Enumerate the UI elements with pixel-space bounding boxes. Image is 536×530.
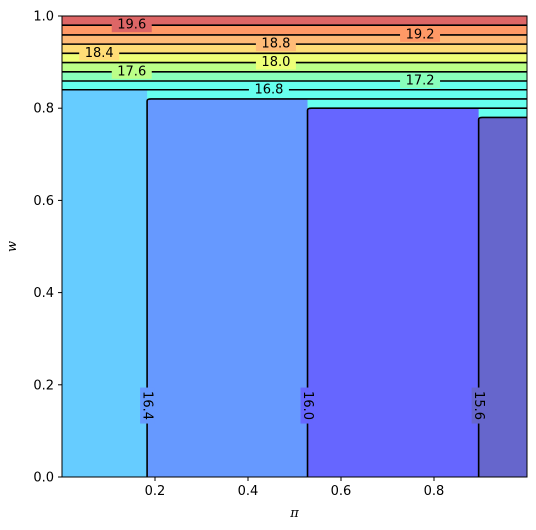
x-axis-label: π — [289, 506, 299, 521]
contour-label-bg-19.6 — [111, 18, 152, 33]
y-tick-label-0.0: 0.0 — [33, 471, 54, 486]
contour-label-16.0: 16.0 — [300, 391, 315, 420]
vertical-region-3 — [478, 117, 527, 478]
horizontal-band-0 — [62, 81, 527, 90]
contour-label-18.4: 18.4 — [85, 46, 114, 61]
y-tick-label-0.8: 0.8 — [33, 102, 54, 117]
contour-label-16.8: 16.8 — [254, 82, 283, 97]
contour-label-bg-19.2 — [400, 27, 441, 42]
x-tick-label-0.8: 0.8 — [424, 484, 445, 499]
plot-frame — [61, 15, 528, 478]
contour-label-19.2: 19.2 — [406, 27, 435, 42]
contour-label-16.4: 16.4 — [140, 391, 155, 420]
y-tick-label-0.6: 0.6 — [33, 194, 54, 209]
x-tick-label-0.4: 0.4 — [238, 484, 259, 499]
vertical-region-1 — [147, 98, 308, 477]
contour-label-bg-17.6 — [111, 64, 152, 79]
y-tick-label-1.0: 1.0 — [33, 10, 54, 25]
x-tick-label-0.6: 0.6 — [331, 484, 352, 499]
horizontal-band-1 — [62, 71, 527, 82]
contour-labels: 16.4 16.0 15.6 16.8 17.2 17.6 18.0 18.4 18.8 19.2… — [79, 18, 486, 424]
y-tick-label-0.4: 0.4 — [33, 286, 54, 301]
contour-line-16.0 — [306, 107, 527, 477]
contour-label-17.6: 17.6 — [117, 64, 146, 79]
contour-label-19.6: 19.6 — [117, 18, 146, 33]
contour-label-bg-18.4 — [79, 46, 120, 61]
contour-label-bg-18.0 — [255, 55, 296, 70]
contour-label-bg-15.6 — [471, 387, 486, 424]
contour-label-15.6: 15.6 — [471, 391, 486, 420]
y-axis: 0.0 0.2 0.4 0.6 0.8 1.0 — [33, 10, 62, 486]
contour-label-bg-17.2 — [400, 74, 441, 89]
contour-line-16.4 — [146, 98, 527, 477]
horizontal-band-7 — [62, 16, 527, 26]
vertical-region-0 — [62, 89, 148, 477]
contour-label-18.8: 18.8 — [261, 37, 290, 52]
x-tick-label-0.2: 0.2 — [145, 484, 166, 499]
contour-label-17.2: 17.2 — [406, 74, 435, 89]
y-axis-label: w — [5, 241, 20, 252]
contour-label-bg-16.8 — [248, 82, 289, 97]
y-tick-label-0.2: 0.2 — [33, 378, 54, 393]
contour-label-bg-18.8 — [255, 37, 296, 52]
contour-label-bg-16.0 — [300, 387, 315, 424]
contour-line-15.6 — [477, 116, 527, 477]
x-axis: 0.2 0.4 0.6 0.8 — [145, 477, 445, 499]
contour-label-18.0: 18.0 — [261, 55, 290, 70]
plot-area — [62, 16, 527, 478]
horizontal-band-6 — [62, 25, 527, 35]
vertical-region-2 — [307, 108, 479, 477]
contour-label-bg-16.4 — [140, 387, 155, 424]
